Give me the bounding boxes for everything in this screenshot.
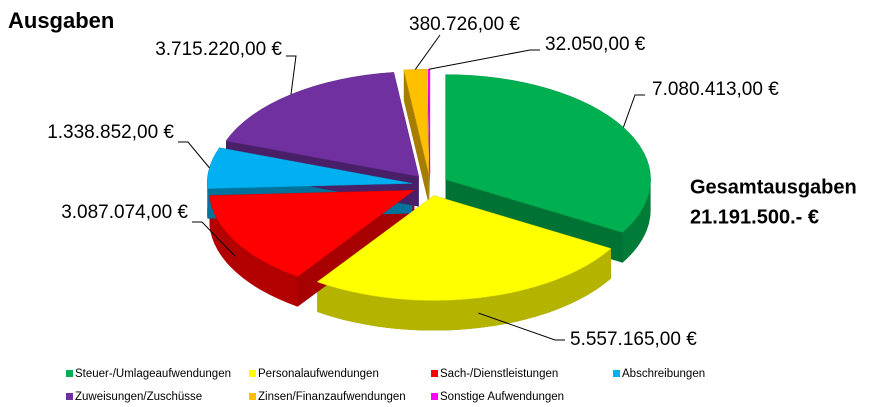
legend-swatch (431, 370, 438, 377)
data-label: 3.087.074,00 € (61, 202, 188, 223)
data-label: 3.715.220,00 € (155, 39, 282, 60)
slice (209, 189, 416, 277)
leader-line (192, 221, 236, 257)
legend-label: Abschreibungen (622, 368, 705, 380)
leader-line (178, 141, 210, 169)
annotation: 21.191.500.- € (690, 206, 819, 228)
legend-label: Sach-/Dienstleistungen (440, 368, 558, 380)
legend-swatch (431, 393, 438, 400)
legend-label: Personalaufwendungen (258, 368, 379, 380)
slice-wall (403, 70, 429, 205)
legend-swatch (66, 393, 73, 400)
leader-line (622, 94, 645, 128)
slice (316, 195, 612, 301)
slice (206, 147, 413, 189)
slice (403, 68, 430, 175)
data-label: 5.557.165,00 € (570, 329, 697, 350)
legend-label: Steuer-/Umlageaufwendungen (75, 368, 231, 380)
leader-line (428, 49, 540, 70)
pie-tops (206, 68, 651, 301)
slice (445, 74, 651, 233)
leader-line (414, 34, 441, 70)
legend-label: Zinsen/Finanzaufwendungen (258, 391, 406, 403)
legend-swatch (613, 370, 620, 377)
legend-swatch (249, 393, 256, 400)
leader-line (286, 55, 297, 95)
data-label: 380.726,00 € (409, 14, 520, 35)
legend-label: Sonstige Aufwendungen (440, 391, 564, 403)
legend-swatch (249, 370, 256, 377)
data-label: 1.338.852,00 € (47, 122, 174, 143)
slice-side (209, 195, 298, 307)
slice-side (317, 248, 611, 331)
chart-title: Ausgaben (8, 8, 114, 33)
slice-side (622, 179, 651, 263)
annotation: Gesamtausgaben (690, 176, 857, 198)
data-label: 32.050,00 € (545, 34, 646, 55)
slice (225, 72, 420, 177)
legend-swatch (66, 370, 73, 377)
leader-line (478, 312, 565, 341)
data-label: 7.080.413,00 € (652, 79, 779, 100)
legend-label: Zuweisungen/Zuschüsse (75, 391, 202, 403)
